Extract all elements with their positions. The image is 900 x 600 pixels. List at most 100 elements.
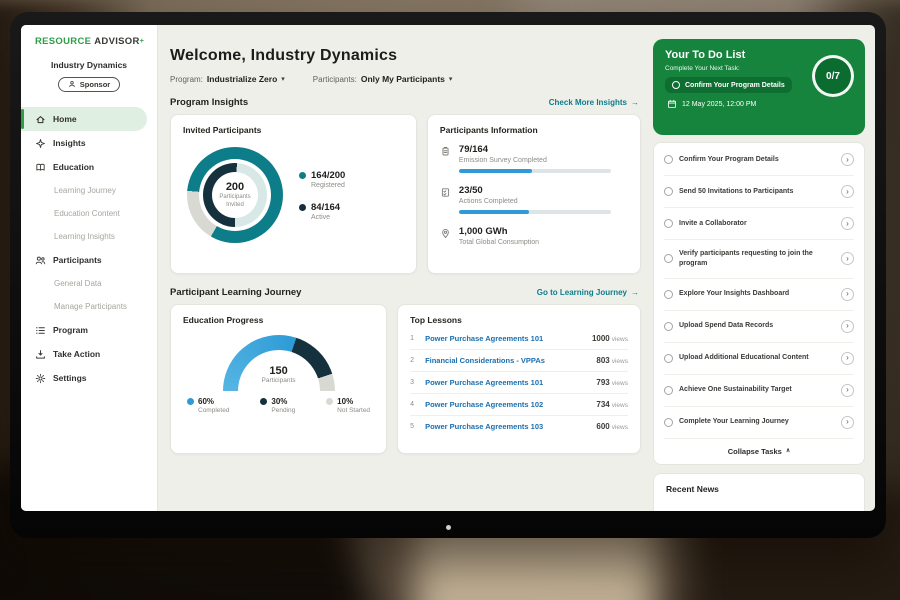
invited-total: 200 <box>225 181 245 193</box>
sidebar-item-label: Participants <box>53 255 102 265</box>
legend-item-not-started: 10% Not Started <box>326 397 370 414</box>
lesson-link[interactable]: Financial Considerations - VPPAs <box>425 356 545 365</box>
lesson-link[interactable]: Power Purchase Agreements 101 <box>425 334 544 343</box>
collapse-tasks-button[interactable]: Collapse Tasks ∧ <box>664 439 854 463</box>
sidebar-item-education[interactable]: Education <box>21 155 157 179</box>
checklist-icon <box>441 188 449 197</box>
lesson-link[interactable]: Power Purchase Agreements 102 <box>425 400 544 409</box>
gauge-legend: 60% Completed 30% Pending 10% Not Starte… <box>171 397 386 414</box>
chevron-right-icon[interactable]: › <box>841 383 854 397</box>
collapse-tasks-label: Collapse Tasks <box>727 446 782 456</box>
chevron-right-icon[interactable]: › <box>841 415 854 429</box>
task-checkbox[interactable] <box>664 289 673 299</box>
todo-task-row[interactable]: Confirm Your Program Details › <box>664 144 854 176</box>
chevron-right-icon[interactable]: › <box>841 252 854 266</box>
sidebar-item-program[interactable]: Program <box>21 318 157 342</box>
filter-label: Program: <box>170 74 203 84</box>
actions-progress-bar <box>458 210 611 214</box>
program-insights-header: Program Insights Check More Insights → <box>170 97 639 108</box>
sidebar-item-home[interactable]: Home <box>21 107 147 131</box>
task-label: Explore Your Insights Dashboard <box>679 290 790 298</box>
lesson-row: 5 Power Purchase Agreements 103 600 views <box>410 416 628 437</box>
todo-task-row[interactable]: Upload Spend Data Records › <box>664 311 854 343</box>
link-label: Check More Insights <box>548 98 627 107</box>
sidebar-item-learning-journey[interactable]: Learning Journey <box>21 179 157 202</box>
sidebar-item-education-content[interactable]: Education Content <box>21 202 157 225</box>
location-pin-icon <box>442 229 449 238</box>
task-checkbox[interactable] <box>664 417 673 427</box>
lesson-rank: 5 <box>410 423 414 430</box>
chevron-right-icon[interactable]: › <box>841 217 854 230</box>
task-checkbox[interactable] <box>664 321 673 331</box>
lesson-views: 600 views <box>596 422 628 431</box>
chevron-right-icon[interactable]: › <box>841 319 854 333</box>
chevron-right-icon[interactable]: › <box>841 351 854 365</box>
task-checkbox[interactable] <box>664 353 673 363</box>
arrow-right-icon: → <box>631 98 639 107</box>
todo-task-row[interactable]: Explore Your Insights Dashboard › <box>664 279 854 311</box>
legend-dot <box>299 171 306 179</box>
sidebar-item-participants[interactable]: Participants <box>21 248 157 272</box>
sponsor-badge[interactable]: Sponsor <box>57 76 121 92</box>
sidebar-item-settings[interactable]: Settings <box>21 366 157 390</box>
next-task-pill[interactable]: Confirm Your Program Details <box>665 77 792 93</box>
chevron-right-icon[interactable]: › <box>841 153 854 166</box>
lesson-row: 2 Financial Considerations - VPPAs 803 vi… <box>410 350 628 372</box>
sidebar-item-label: Insights <box>53 138 86 148</box>
due-date-text: 12 May 2025, 12:00 PM <box>682 100 757 108</box>
todo-task-row[interactable]: Invite a Collaborator › <box>664 208 854 240</box>
lesson-link[interactable]: Power Purchase Agreements 103 <box>425 422 544 431</box>
sidebar-item-label: Learning Journey <box>54 186 116 195</box>
calendar-icon <box>668 99 676 108</box>
logo-plus: + <box>139 36 145 45</box>
todo-progress-text: 0/7 <box>826 70 840 82</box>
todo-task-row[interactable]: Verify participants requesting to join t… <box>664 240 854 279</box>
legend-item-registered: 164/200 Registered <box>299 170 345 189</box>
participants-information-card: Participants Information 79/164 Emission… <box>426 114 641 274</box>
lesson-link[interactable]: Power Purchase Agreements 101 <box>425 378 544 387</box>
chevron-right-icon[interactable]: › <box>841 185 854 198</box>
todo-title: Your To Do List <box>665 49 746 61</box>
sidebar-item-label: Settings <box>53 373 87 383</box>
sidebar-item-take-action[interactable]: Take Action <box>21 342 157 366</box>
task-checkbox[interactable] <box>672 81 680 89</box>
participants-filter-dropdown[interactable]: Participants: Only My Participants ▾ <box>313 74 453 84</box>
go-to-learning-journey-link[interactable]: Go to Learning Journey → <box>537 288 639 297</box>
list-icon <box>36 326 45 334</box>
legend-item-active: 84/164 Active <box>299 202 345 221</box>
todo-task-row[interactable]: Achieve One Sustainability Target › <box>664 375 854 407</box>
invited-participants-card: Invited Participants 200 Participants In… <box>170 114 417 274</box>
legend-item-completed: 60% Completed <box>187 397 229 414</box>
due-date-row: 12 May 2025, 12:00 PM <box>665 99 855 109</box>
page-title: Welcome, Industry Dynamics <box>170 47 398 64</box>
todo-tasks-card: Confirm Your Program Details › Send 50 I… <box>653 142 865 465</box>
check-more-insights-link[interactable]: Check More Insights → <box>549 98 639 107</box>
sidebar-item-general-data[interactable]: General Data <box>21 272 157 295</box>
chevron-right-icon[interactable]: › <box>841 287 854 301</box>
task-checkbox[interactable] <box>664 254 673 264</box>
todo-panel: Your To Do List Complete Your Next Task:… <box>649 25 875 511</box>
todo-task-row[interactable]: Upload Additional Educational Content › <box>664 343 854 375</box>
lesson-row: 4 Power Purchase Agreements 102 734 views <box>410 394 628 416</box>
task-label: Complete Your Learning Journey <box>679 418 789 426</box>
monitor-brand-dot <box>446 525 451 530</box>
lesson-rank: 4 <box>410 401 414 408</box>
task-checkbox[interactable] <box>664 187 673 196</box>
people-icon <box>35 256 46 264</box>
sidebar-item-insights[interactable]: Insights <box>21 131 157 155</box>
program-filter-dropdown[interactable]: Program: Industrialize Zero ▾ <box>170 74 285 84</box>
sidebar-item-manage-participants[interactable]: Manage Participants <box>21 295 157 318</box>
sidebar-item-learning-insights[interactable]: Learning Insights <box>21 225 157 248</box>
recent-news-card: Recent News <box>653 472 865 511</box>
todo-task-row[interactable]: Complete Your Learning Journey › <box>664 407 854 439</box>
task-checkbox[interactable] <box>664 219 673 228</box>
legend-dot <box>260 398 268 405</box>
filter-label: Participants: <box>312 74 357 84</box>
task-checkbox[interactable] <box>664 385 673 395</box>
dashboard-screen: RESOURCE ADVISOR+ Industry Dynamics Spons… <box>21 25 875 511</box>
logo-text-resource: RESOURCE <box>35 36 92 47</box>
task-checkbox[interactable] <box>664 155 673 164</box>
monitor: RESOURCE ADVISOR+ Industry Dynamics Spons… <box>10 12 886 538</box>
invited-total-label: Participants Invited <box>219 194 251 208</box>
todo-task-row[interactable]: Send 50 Invitations to Participants › <box>664 176 854 208</box>
